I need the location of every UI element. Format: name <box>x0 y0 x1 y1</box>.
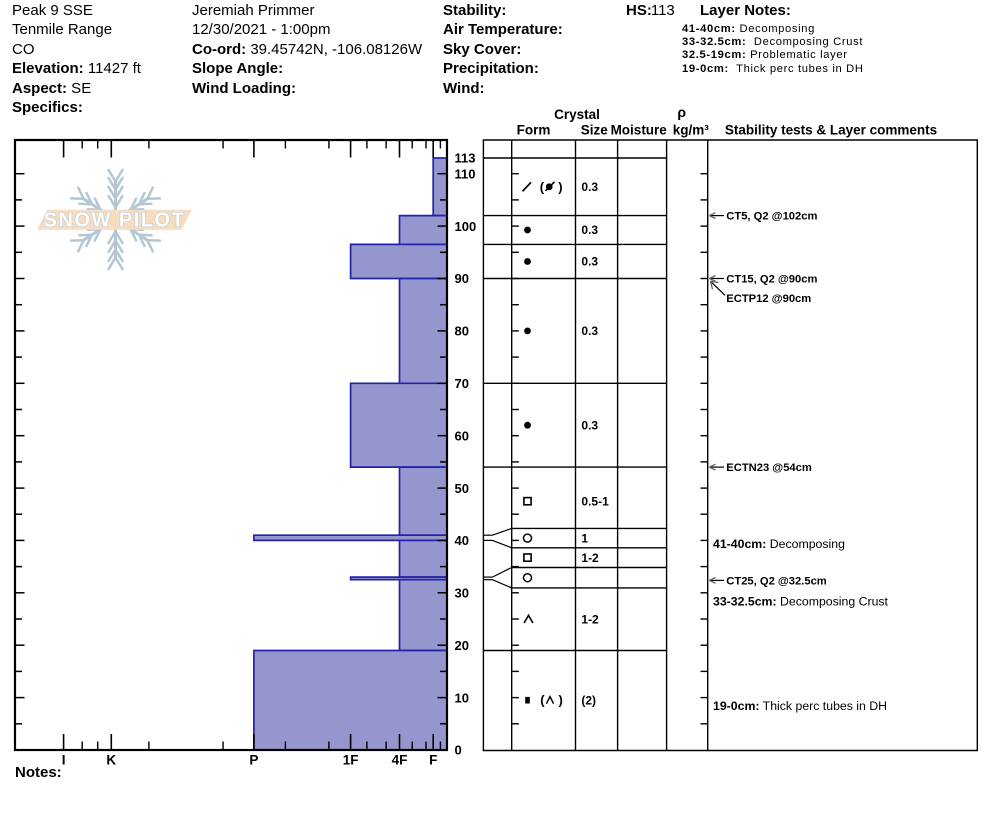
svg-text:90: 90 <box>455 271 469 286</box>
svg-text:): ) <box>558 179 562 194</box>
svg-text:CT15, Q2 @90cm: CT15, Q2 @90cm <box>726 274 817 286</box>
svg-text:0.3: 0.3 <box>581 180 598 194</box>
svg-text:0.5-1: 0.5-1 <box>581 494 609 508</box>
svg-text:Form: Form <box>517 122 551 137</box>
svg-text:50: 50 <box>455 481 469 496</box>
svg-text:100: 100 <box>455 219 477 234</box>
svg-text:60: 60 <box>455 428 469 443</box>
svg-text:30: 30 <box>455 586 469 601</box>
svg-text:0.3: 0.3 <box>581 223 598 237</box>
svg-text:20: 20 <box>455 638 469 653</box>
svg-text:ρ: ρ <box>677 104 686 120</box>
svg-text:1F: 1F <box>343 753 359 768</box>
svg-text:kg/m³: kg/m³ <box>673 122 710 137</box>
svg-text:1-2: 1-2 <box>581 612 599 626</box>
svg-text:ECTN23 @54cm: ECTN23 @54cm <box>726 462 812 474</box>
svg-text:Crystal: Crystal <box>554 107 600 122</box>
svg-text:0.3: 0.3 <box>581 255 598 269</box>
svg-text:40: 40 <box>455 533 469 548</box>
svg-text:): ) <box>559 693 563 708</box>
svg-text:80: 80 <box>455 324 469 339</box>
svg-text:0.3: 0.3 <box>581 324 598 338</box>
svg-text:K: K <box>106 753 116 768</box>
svg-text:SNOW PILOT: SNOW PILOT <box>44 210 186 232</box>
svg-text:1-2: 1-2 <box>581 551 599 565</box>
svg-text:110: 110 <box>455 166 476 181</box>
svg-text:Size: Size <box>581 122 609 137</box>
svg-text:CT5, Q2 @102cm: CT5, Q2 @102cm <box>726 211 817 223</box>
svg-text:(2): (2) <box>581 693 596 707</box>
svg-text:CT25, Q2 @32.5cm: CT25, Q2 @32.5cm <box>726 576 827 588</box>
svg-text:0.3: 0.3 <box>581 418 598 432</box>
svg-text:70: 70 <box>455 376 469 391</box>
svg-text:ECTP12 @90cm: ECTP12 @90cm <box>726 293 811 305</box>
svg-text:I: I <box>62 753 66 768</box>
svg-text:33-32.5cm: Decomposing Crust: 33-32.5cm: Decomposing Crust <box>713 594 889 608</box>
svg-text:0: 0 <box>455 743 462 758</box>
svg-text:P: P <box>249 753 258 768</box>
svg-text:10: 10 <box>455 690 469 705</box>
svg-text:1: 1 <box>581 531 588 545</box>
svg-text:F: F <box>429 753 437 768</box>
svg-text:Stability tests & Layer commen: Stability tests & Layer comments <box>725 122 937 137</box>
svg-text:113: 113 <box>455 151 476 166</box>
svg-text:(: ( <box>540 693 545 708</box>
svg-text:Moisture: Moisture <box>611 122 668 137</box>
svg-text:4F: 4F <box>392 753 408 768</box>
svg-text:(: ( <box>540 179 545 194</box>
svg-text:41-40cm: Decomposing: 41-40cm: Decomposing <box>713 537 845 551</box>
svg-text:19-0cm: Thick perc tubes in D: 19-0cm: Thick perc tubes in DH <box>713 699 887 713</box>
